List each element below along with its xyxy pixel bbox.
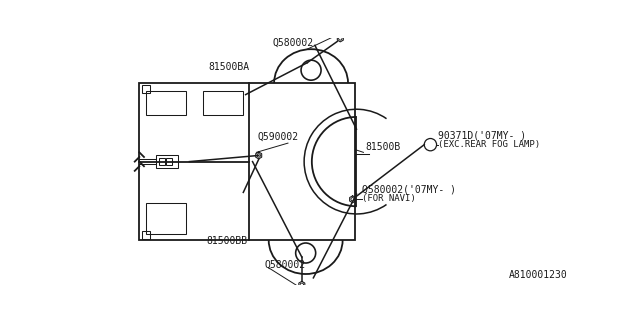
Text: (FOR NAVI): (FOR NAVI) bbox=[362, 194, 415, 203]
Text: Q590002: Q590002 bbox=[257, 132, 298, 141]
Bar bbox=[140, 83, 355, 240]
Text: A810001230: A810001230 bbox=[509, 270, 568, 280]
Text: 90371D('07MY- ): 90371D('07MY- ) bbox=[438, 130, 526, 140]
Text: 81500BA: 81500BA bbox=[209, 62, 250, 72]
Bar bbox=[166, 158, 172, 165]
Bar bbox=[143, 85, 150, 93]
Text: 81500B: 81500B bbox=[365, 142, 400, 152]
Text: 81500BB: 81500BB bbox=[206, 236, 248, 246]
Bar bbox=[204, 91, 243, 116]
Bar bbox=[159, 158, 164, 165]
Bar bbox=[145, 203, 186, 234]
Text: (EXC.REAR FOG LAMP): (EXC.REAR FOG LAMP) bbox=[438, 140, 540, 148]
Bar bbox=[143, 231, 150, 239]
Bar bbox=[145, 91, 186, 116]
Text: Q580002: Q580002 bbox=[273, 38, 314, 48]
Text: Q580002: Q580002 bbox=[265, 260, 306, 269]
Bar bbox=[156, 156, 178, 168]
Text: Q580002('07MY- ): Q580002('07MY- ) bbox=[362, 185, 456, 195]
